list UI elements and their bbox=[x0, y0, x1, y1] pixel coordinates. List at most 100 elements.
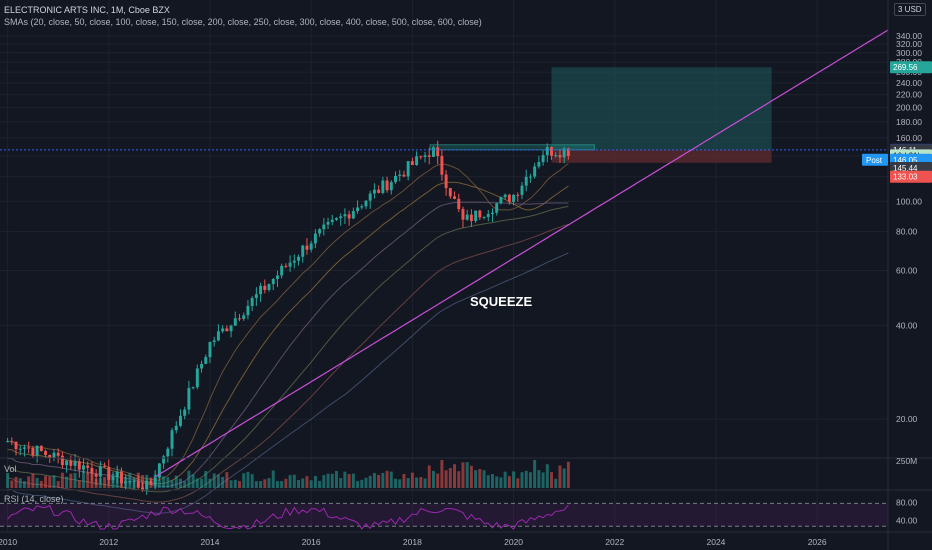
volume-bar bbox=[107, 471, 111, 488]
candle-body bbox=[528, 176, 532, 178]
volume-bar bbox=[174, 475, 178, 488]
candle-body bbox=[398, 174, 402, 176]
candle-body bbox=[86, 465, 90, 468]
volume-bar bbox=[339, 477, 343, 488]
candle-body bbox=[212, 340, 216, 343]
rsi-label[interactable]: RSI (14, close) bbox=[4, 494, 64, 504]
volume-bar bbox=[212, 473, 216, 488]
volume-bar bbox=[162, 476, 166, 488]
volume-bar bbox=[394, 478, 397, 488]
volume-bar bbox=[461, 462, 465, 488]
candle-body bbox=[482, 216, 486, 218]
sma-legend[interactable]: SMAs (20, close, 50, close, 100, close, … bbox=[4, 17, 482, 27]
candle-body bbox=[44, 451, 48, 455]
volume-bar bbox=[73, 472, 77, 488]
volume-bar bbox=[44, 475, 48, 488]
volume-label[interactable]: Vol bbox=[4, 464, 17, 474]
candle-body bbox=[410, 161, 414, 166]
candles bbox=[6, 140, 570, 495]
candle-body bbox=[267, 284, 271, 290]
volume-bar bbox=[309, 480, 313, 488]
candle-body bbox=[178, 415, 182, 426]
rsi-pane bbox=[0, 502, 888, 530]
candle-body bbox=[98, 466, 102, 477]
volume-bar bbox=[482, 470, 486, 488]
grid-lines bbox=[0, 0, 888, 532]
candle-body bbox=[141, 487, 144, 491]
volume-bar bbox=[65, 476, 69, 488]
candle-body bbox=[60, 455, 64, 466]
time-tick-label: 2014 bbox=[201, 537, 220, 547]
volume-bar bbox=[6, 473, 10, 488]
volume-bar bbox=[537, 470, 541, 488]
volume-bar bbox=[35, 477, 39, 488]
sma-lines bbox=[7, 163, 569, 514]
symbol-title[interactable]: ELECTRONIC ARTS INC, 1M, Cboe BZX bbox=[4, 5, 170, 15]
volume-bar bbox=[423, 478, 427, 488]
volume-bar bbox=[22, 481, 26, 488]
candle-body bbox=[423, 155, 427, 157]
volume-bar bbox=[520, 472, 524, 488]
candle-body bbox=[191, 387, 195, 389]
candle-body bbox=[301, 245, 305, 257]
candle-body bbox=[94, 473, 98, 477]
candle-body bbox=[486, 214, 490, 217]
candle-body bbox=[406, 161, 410, 177]
candle-body bbox=[436, 147, 440, 157]
volume-bar bbox=[271, 470, 275, 488]
candle-body bbox=[10, 441, 14, 443]
volume-bar bbox=[545, 464, 549, 488]
volume-bar bbox=[356, 481, 360, 488]
volume-bar bbox=[330, 473, 334, 488]
volume-bar bbox=[292, 474, 296, 488]
price-tag-bg bbox=[890, 61, 932, 74]
candle-body bbox=[250, 298, 254, 306]
volume-bar bbox=[486, 475, 490, 488]
volume-bar bbox=[562, 468, 566, 488]
volume-bar bbox=[94, 478, 98, 488]
candle-body bbox=[27, 447, 31, 449]
volume-bar bbox=[335, 470, 338, 488]
candle-body bbox=[330, 219, 334, 222]
candle-body bbox=[242, 315, 246, 319]
candle-body bbox=[318, 229, 322, 234]
volume-bar bbox=[419, 477, 423, 488]
volume-bar bbox=[351, 473, 355, 488]
volume-bar bbox=[195, 478, 199, 488]
candle-body bbox=[469, 214, 473, 221]
price-tag-label: 146.05 bbox=[893, 156, 918, 165]
currency-button[interactable]: 3 USD bbox=[894, 3, 926, 16]
price-tag-bg bbox=[890, 170, 932, 183]
price-tick-label: 60.00 bbox=[896, 265, 918, 275]
candle-body bbox=[339, 216, 343, 219]
candle-body bbox=[415, 156, 419, 166]
candle-body bbox=[22, 447, 26, 449]
volume-bar bbox=[301, 478, 305, 488]
time-tick-label: 2016 bbox=[302, 537, 321, 547]
volume-bar bbox=[280, 480, 284, 488]
candle-body bbox=[233, 318, 237, 326]
candle-body bbox=[360, 206, 364, 208]
price-tick-label: 320.00 bbox=[896, 39, 922, 49]
volume-bar bbox=[288, 475, 292, 488]
volume-bar bbox=[448, 468, 452, 488]
volume-bar bbox=[98, 477, 102, 488]
price-tag-label: 133.03 bbox=[893, 173, 918, 182]
candle-body bbox=[18, 448, 22, 450]
candle-body bbox=[35, 445, 39, 456]
candle-body bbox=[183, 409, 187, 416]
volume-bar bbox=[56, 481, 60, 488]
candle-body bbox=[82, 465, 85, 470]
candle-body bbox=[73, 461, 77, 466]
candle-body bbox=[356, 207, 360, 212]
volume-bar bbox=[267, 478, 271, 488]
volume-bar bbox=[170, 480, 174, 488]
candle-body bbox=[499, 197, 503, 204]
volume-bar bbox=[221, 476, 225, 488]
volume-bar bbox=[254, 481, 258, 488]
volume-bar bbox=[18, 478, 22, 488]
candle-body bbox=[343, 214, 347, 217]
candle-body bbox=[280, 265, 284, 276]
candle-body bbox=[263, 285, 267, 290]
